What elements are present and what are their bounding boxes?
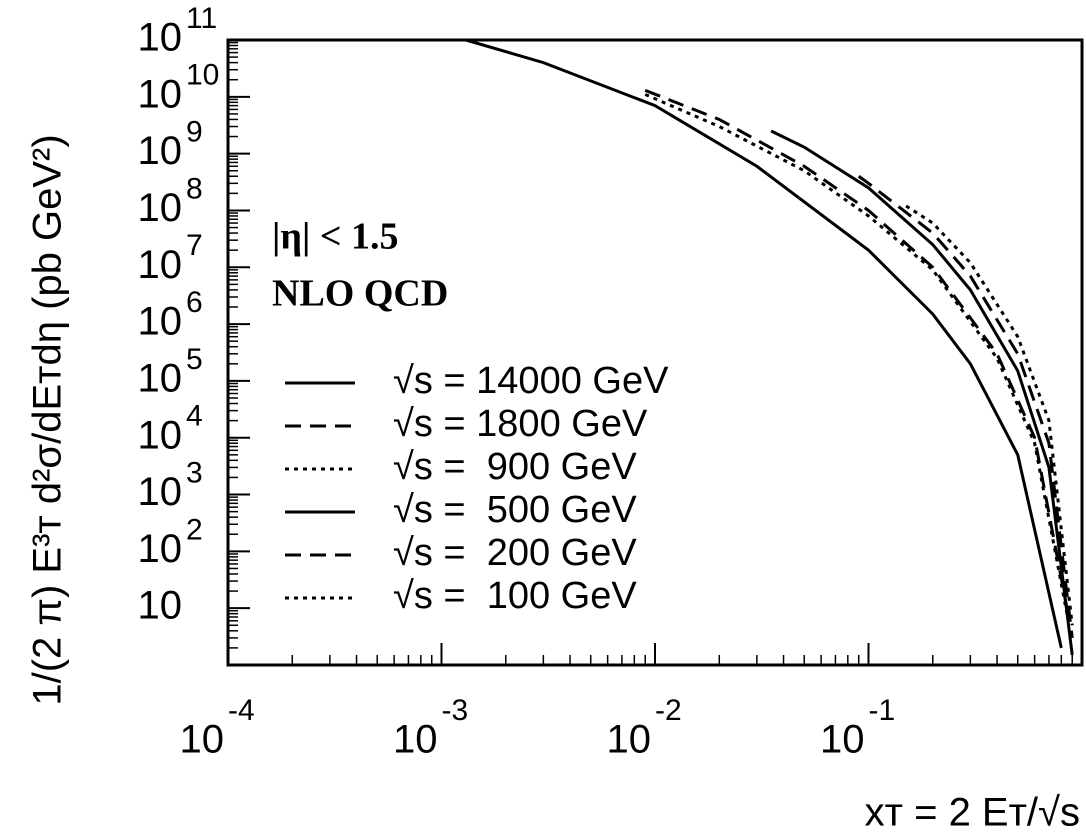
y-tick-label: 10 bbox=[138, 16, 183, 60]
legend-label: √s = 500 GeV bbox=[393, 489, 637, 531]
legend-label: √s = 200 GeV bbox=[393, 532, 637, 574]
y-axis-label: 1/(2 π) E³ᴛ d²σ/dEᴛdη (pb GeV²) bbox=[26, 134, 70, 705]
y-tick-exponent: 3 bbox=[186, 456, 203, 489]
x-tick-exponent: -4 bbox=[228, 694, 255, 727]
y-tick-label: 10 bbox=[138, 356, 183, 400]
y-tick-exponent: 11 bbox=[186, 2, 217, 35]
y-tick-exponent: 7 bbox=[186, 229, 203, 262]
legend-label: √s = 100 GeV bbox=[393, 575, 637, 617]
series-line bbox=[770, 129, 1074, 656]
y-tick-exponent: 2 bbox=[186, 513, 203, 546]
y-tick-label: 10 bbox=[138, 470, 183, 514]
x-axis-label: xᴛ = 2 Eᴛ/√s bbox=[865, 791, 1080, 835]
x-tick-exponent: -2 bbox=[655, 694, 682, 727]
x-tick-label: 10 bbox=[180, 718, 225, 762]
y-tick-label: 10 bbox=[138, 129, 183, 173]
legend-label: √s = 14000 GeV bbox=[393, 360, 669, 402]
y-tick-label: 10 bbox=[138, 413, 183, 457]
series-line bbox=[644, 93, 1069, 614]
annotation: |η| < 1.5 bbox=[272, 216, 398, 258]
y-tick-label: 10 bbox=[138, 584, 183, 628]
x-tick-exponent: -3 bbox=[442, 694, 469, 727]
y-tick-exponent: 5 bbox=[186, 343, 203, 376]
x-tick-label: 10 bbox=[393, 718, 438, 762]
y-tick-label: 10 bbox=[138, 186, 183, 230]
y-tick-exponent: 8 bbox=[186, 172, 203, 205]
y-tick-label: 10 bbox=[138, 527, 183, 571]
y-tick-exponent: 10 bbox=[186, 59, 219, 92]
y-tick-exponent: 4 bbox=[186, 400, 203, 433]
plot-frame bbox=[226, 38, 1084, 667]
x-tick-exponent: -1 bbox=[869, 694, 896, 727]
y-tick-exponent: 6 bbox=[186, 286, 203, 319]
y-tick-label: 10 bbox=[138, 72, 183, 116]
legend-label: √s = 900 GeV bbox=[393, 446, 637, 488]
y-tick-label: 10 bbox=[138, 300, 183, 344]
y-tick-label: 10 bbox=[138, 243, 183, 287]
series-line bbox=[465, 38, 1063, 649]
annotation: NLO QCD bbox=[272, 273, 448, 315]
y-tick-exponent: 9 bbox=[186, 116, 203, 149]
legend-label: √s = 1800 GeV bbox=[393, 403, 648, 445]
series-line bbox=[905, 204, 1074, 626]
series-line bbox=[857, 175, 1074, 639]
x-tick-label: 10 bbox=[607, 718, 652, 762]
x-tick-label: 10 bbox=[820, 718, 865, 762]
